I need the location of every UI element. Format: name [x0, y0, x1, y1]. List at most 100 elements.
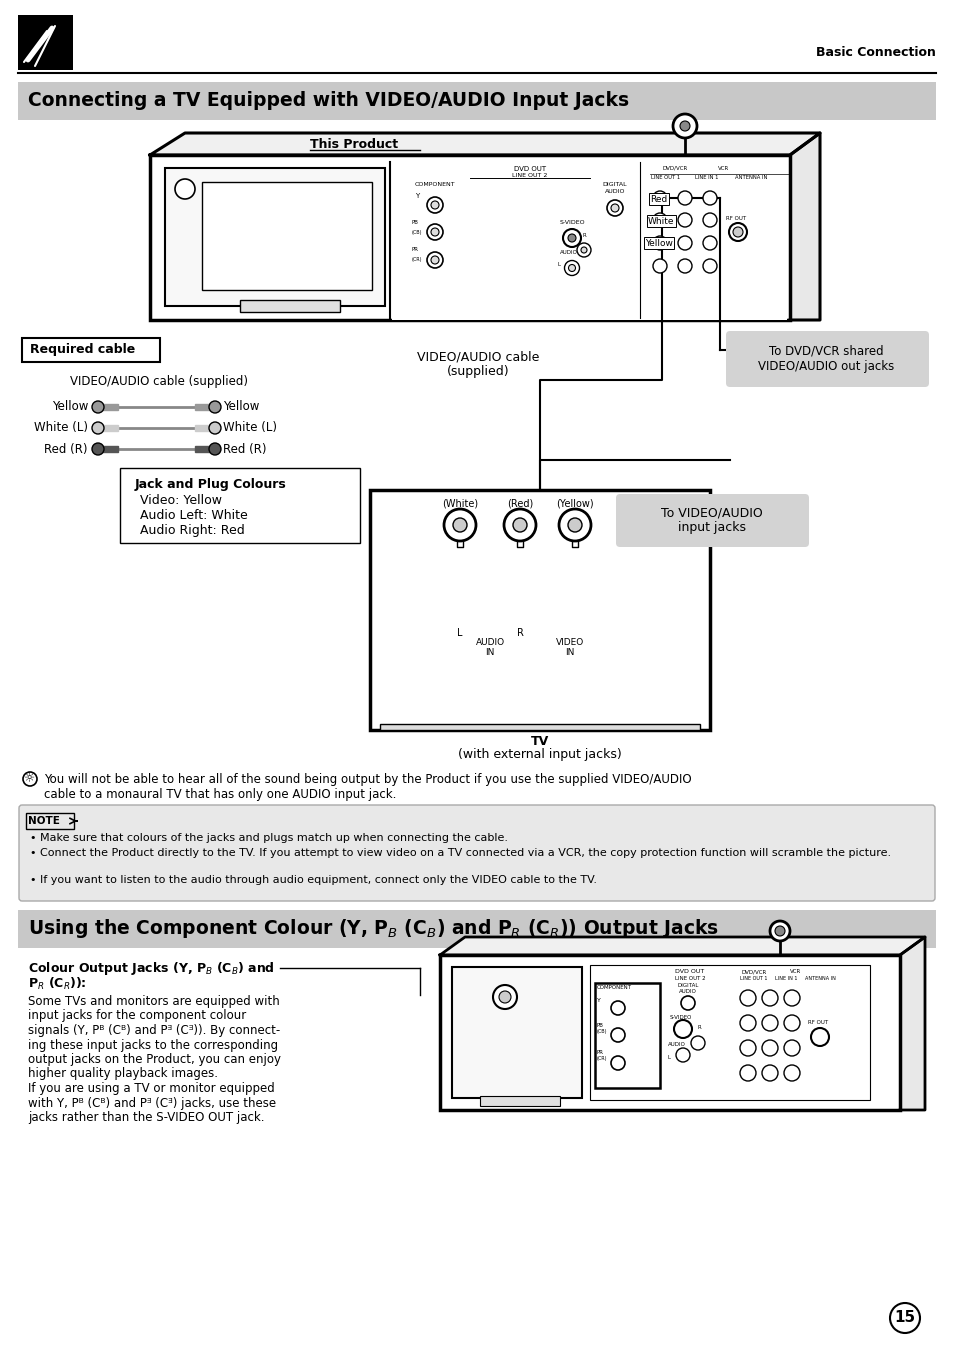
- Text: DVD/VCR: DVD/VCR: [662, 166, 687, 171]
- Circle shape: [652, 191, 666, 205]
- Circle shape: [702, 213, 717, 227]
- Text: jacks rather than the S-VIDEO OUT jack.: jacks rather than the S-VIDEO OUT jack.: [28, 1110, 264, 1124]
- Circle shape: [498, 991, 511, 1003]
- Polygon shape: [98, 425, 118, 431]
- Circle shape: [427, 223, 442, 240]
- Circle shape: [652, 236, 666, 250]
- Bar: [18, 910, 935, 948]
- Circle shape: [652, 213, 666, 227]
- Circle shape: [783, 1015, 800, 1031]
- Bar: [439, 956, 899, 1110]
- Circle shape: [761, 1040, 778, 1057]
- Circle shape: [761, 1015, 778, 1031]
- Circle shape: [774, 926, 784, 935]
- Text: AUDIO: AUDIO: [559, 250, 578, 254]
- Polygon shape: [194, 425, 214, 431]
- Bar: [26, 813, 74, 829]
- Text: Yellow: Yellow: [51, 401, 88, 413]
- FancyBboxPatch shape: [725, 331, 928, 388]
- Circle shape: [23, 773, 37, 786]
- Text: AUDIO: AUDIO: [604, 188, 624, 194]
- Text: 15: 15: [894, 1311, 915, 1326]
- Text: Audio Left: White: Audio Left: White: [140, 509, 248, 522]
- Circle shape: [676, 1049, 689, 1062]
- Text: NOTE: NOTE: [28, 816, 60, 826]
- Text: (CB): (CB): [412, 230, 422, 236]
- Text: To DVD/VCR shared
VIDEO/AUDIO out jacks: To DVD/VCR shared VIDEO/AUDIO out jacks: [757, 345, 893, 373]
- Circle shape: [493, 985, 517, 1010]
- Text: Yellow: Yellow: [223, 401, 259, 413]
- Text: VIDEO/AUDIO cable
(supplied): VIDEO/AUDIO cable (supplied): [416, 350, 538, 378]
- Text: LINE OUT 1: LINE OUT 1: [650, 175, 679, 180]
- Text: Y: Y: [415, 192, 418, 199]
- Text: TV: TV: [530, 735, 549, 748]
- Text: VIDEO/AUDIO cable (supplied): VIDEO/AUDIO cable (supplied): [70, 376, 248, 388]
- Circle shape: [610, 1001, 624, 1015]
- Circle shape: [443, 509, 476, 541]
- Text: output jacks on the Product, you can enjoy: output jacks on the Product, you can enj…: [28, 1053, 281, 1066]
- Text: AUDIO: AUDIO: [667, 1042, 685, 1047]
- Circle shape: [728, 223, 746, 241]
- Text: ★: ★: [25, 773, 35, 783]
- Circle shape: [761, 1065, 778, 1081]
- Polygon shape: [150, 133, 820, 155]
- Circle shape: [91, 423, 104, 433]
- Circle shape: [740, 991, 755, 1005]
- Text: L: L: [558, 262, 560, 267]
- Text: S-VIDEO: S-VIDEO: [669, 1015, 692, 1020]
- Bar: [392, 162, 786, 320]
- Text: PB: PB: [597, 1023, 603, 1028]
- Bar: [120, 468, 359, 542]
- Bar: [150, 155, 789, 320]
- FancyBboxPatch shape: [616, 494, 808, 546]
- Bar: [589, 965, 869, 1100]
- Circle shape: [678, 213, 691, 227]
- Bar: [18, 15, 73, 70]
- Circle shape: [431, 201, 438, 209]
- Circle shape: [690, 1036, 704, 1050]
- Text: (CB): (CB): [597, 1028, 607, 1034]
- Circle shape: [562, 229, 580, 248]
- Text: If you are using a TV or monitor equipped: If you are using a TV or monitor equippe…: [28, 1082, 274, 1096]
- Text: White: White: [647, 217, 674, 226]
- Circle shape: [431, 227, 438, 236]
- Text: You will not be able to hear all of the sound being output by the Product if you: You will not be able to hear all of the …: [44, 773, 691, 801]
- Text: DVD OUT: DVD OUT: [675, 969, 704, 975]
- Circle shape: [740, 1015, 755, 1031]
- Text: Basic Connection: Basic Connection: [815, 46, 935, 58]
- Text: ing these input jacks to the corresponding: ing these input jacks to the correspondi…: [28, 1039, 278, 1051]
- Bar: [479, 1096, 559, 1106]
- Circle shape: [567, 518, 581, 532]
- Text: Jack and Plug Colours: Jack and Plug Colours: [135, 478, 287, 491]
- Text: DVD/VCR: DVD/VCR: [741, 969, 766, 975]
- Text: Y: Y: [597, 997, 600, 1003]
- Text: ☼: ☼: [25, 773, 35, 786]
- Text: Colour Output Jacks (Y, P$_B$ (C$_B$) and: Colour Output Jacks (Y, P$_B$ (C$_B$) an…: [28, 960, 274, 977]
- Text: L: L: [456, 629, 462, 638]
- Text: Some TVs and monitors are equipped with: Some TVs and monitors are equipped with: [28, 995, 279, 1008]
- Circle shape: [678, 236, 691, 250]
- Bar: [379, 724, 700, 730]
- Text: VCR: VCR: [718, 166, 728, 171]
- Text: This Product: This Product: [310, 139, 397, 151]
- Circle shape: [783, 991, 800, 1005]
- Text: DVD OUT: DVD OUT: [514, 166, 545, 172]
- Circle shape: [580, 248, 586, 253]
- Text: R: R: [698, 1026, 701, 1030]
- Circle shape: [702, 191, 717, 205]
- Text: LINE OUT 2: LINE OUT 2: [512, 174, 547, 178]
- Text: LINE IN 1: LINE IN 1: [695, 175, 718, 180]
- Circle shape: [564, 261, 578, 276]
- Text: IN: IN: [485, 647, 495, 657]
- Text: Required cable: Required cable: [30, 343, 135, 357]
- Polygon shape: [98, 404, 118, 411]
- Circle shape: [740, 1065, 755, 1081]
- Text: Red: Red: [649, 195, 666, 203]
- Circle shape: [673, 1020, 691, 1038]
- Circle shape: [558, 509, 590, 541]
- Text: IN: IN: [565, 647, 574, 657]
- Text: LINE OUT 2: LINE OUT 2: [674, 976, 704, 981]
- Circle shape: [567, 234, 576, 242]
- Text: with Y, Pᴮ (Cᴮ) and Pᴲ (Cᴲ) jacks, use these: with Y, Pᴮ (Cᴮ) and Pᴲ (Cᴲ) jacks, use t…: [28, 1097, 275, 1109]
- Text: input jacks for the component colour: input jacks for the component colour: [28, 1010, 246, 1023]
